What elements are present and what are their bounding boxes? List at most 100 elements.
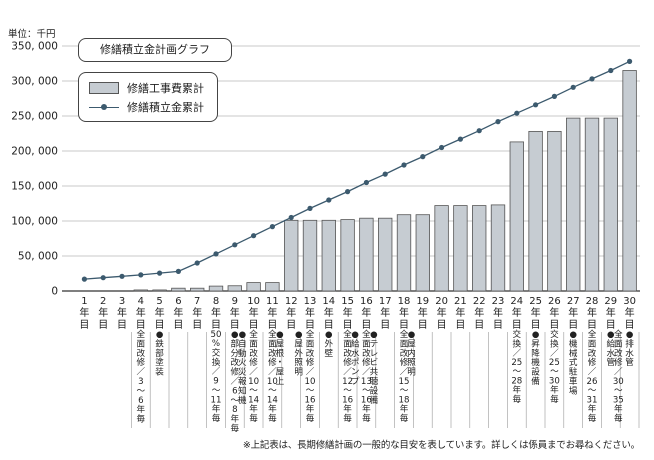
annotation-text: ● xyxy=(276,330,284,340)
x-tick-label: 目 xyxy=(249,320,259,331)
annotation-text: 報 xyxy=(238,376,247,387)
x-tick-label: 年 xyxy=(512,306,522,319)
annotation-text: 〜 xyxy=(306,386,315,396)
annotation-text: 式 xyxy=(569,356,578,368)
x-tick-label: 目 xyxy=(399,320,409,331)
annotation-text: % xyxy=(212,339,220,349)
y-tick-label: 100, 000 xyxy=(11,216,58,228)
bar xyxy=(453,205,468,292)
x-tick-label: 目 xyxy=(98,320,108,331)
x-tick-label: 10 xyxy=(247,296,260,307)
annotation-text: ● xyxy=(607,330,615,340)
x-tick-label: 目 xyxy=(437,320,447,331)
x-tick-label: 28 xyxy=(586,296,599,307)
bar xyxy=(190,287,205,292)
x-tick-label: 目 xyxy=(155,320,165,331)
x-tick-label: 目 xyxy=(587,320,597,331)
x-tick-label: 15 xyxy=(341,296,354,307)
annotation-text: 9 xyxy=(213,377,218,387)
line-point xyxy=(570,84,576,90)
annotation-text: レ xyxy=(370,349,379,359)
annotation-text: テ xyxy=(370,338,379,349)
annotation-text: 16 xyxy=(342,395,353,405)
annotation-text: ビ xyxy=(370,357,379,368)
x-tick-label: 目 xyxy=(324,320,334,331)
line-point xyxy=(119,273,125,279)
annotation-text: 明 xyxy=(407,367,416,378)
annotation-text: 壁 xyxy=(324,347,333,359)
legend-item-bar: 修繕工事費累計 xyxy=(89,80,204,96)
annotation-text: 毎 xyxy=(588,412,597,424)
annotation-text: 内 xyxy=(407,347,416,359)
annotation-text: 30 xyxy=(549,377,560,387)
annotation-text: 管 xyxy=(606,356,615,368)
x-tick-label: 21 xyxy=(454,296,467,307)
annotation-text: 面 xyxy=(614,338,623,349)
annotation-text: 面 xyxy=(249,338,258,349)
annotation-text: 排 xyxy=(625,337,634,349)
annotation-text: ／ xyxy=(136,368,145,378)
bar xyxy=(302,219,318,292)
x-tick-label: 19 xyxy=(416,296,429,307)
annotation-text: 外 xyxy=(324,337,333,349)
annotation-text: 面 xyxy=(136,338,145,349)
line-point xyxy=(232,242,238,248)
line-point xyxy=(345,189,351,195)
line-point xyxy=(439,144,445,151)
y-tick-label: 0 xyxy=(51,286,58,298)
annotation-text: 自 xyxy=(238,337,247,349)
annotation-text: 修 xyxy=(268,356,277,368)
annotation-text: 修 xyxy=(362,356,371,368)
x-tick-label: 18 xyxy=(398,296,411,307)
legend-bar-label: 修繕工事費累計 xyxy=(127,82,204,95)
annotation-text: 交 xyxy=(512,328,521,340)
x-tick-label: 年 xyxy=(361,306,371,319)
x-tick-label: 目 xyxy=(136,320,146,331)
annotation-text: ● xyxy=(231,330,239,340)
annotation-text: 全 xyxy=(343,328,352,340)
line-point xyxy=(326,197,332,203)
annotation-text: ● xyxy=(532,330,540,340)
annotation-text: ● xyxy=(351,330,359,340)
x-tick-label: 目 xyxy=(474,320,484,331)
bar xyxy=(378,217,393,292)
annotation-text: ● xyxy=(569,330,577,340)
y-tick-label: 50, 000 xyxy=(18,251,58,263)
annotation-text: 全 xyxy=(268,328,277,340)
annotation-text: 6 xyxy=(232,386,237,396)
annotation-text: 15 xyxy=(399,377,410,387)
annotation-text: 10 xyxy=(267,377,278,387)
x-tick-label: 7 xyxy=(194,296,200,307)
annotation-text: 毎 xyxy=(614,412,623,424)
annotation-text: 照 xyxy=(407,357,416,368)
x-tick-label: 目 xyxy=(512,320,522,331)
annotation-text: 屋 xyxy=(276,338,285,349)
annotation-text: 年 xyxy=(362,402,371,414)
annotation-text: 設 xyxy=(370,384,379,396)
annotation-text: 修 xyxy=(588,356,597,368)
line-point xyxy=(551,93,558,99)
annotation-text: 照 xyxy=(294,357,303,368)
line-point xyxy=(175,268,181,274)
annotation-text: 毎 xyxy=(550,393,559,405)
x-tick-label: 20 xyxy=(435,296,448,307)
annotation-text: 〜 xyxy=(614,386,623,396)
bar xyxy=(396,214,412,292)
annotation-text: 改 xyxy=(400,347,409,359)
x-tick-label: 年 xyxy=(549,306,559,319)
x-tick-label: 12 xyxy=(285,296,298,307)
legend-line-swatch xyxy=(89,101,119,113)
line-point xyxy=(251,233,257,239)
x-tick-label: 26 xyxy=(548,296,561,307)
annotation-text: 聴 xyxy=(370,376,379,387)
annotation-text: 年 xyxy=(268,402,277,414)
x-tick-label: 17 xyxy=(379,296,392,307)
x-tick-label: 年 xyxy=(493,306,503,319)
annotation-text: ● xyxy=(370,330,378,340)
annotation-text: 修 xyxy=(230,366,239,378)
annotation-text: 機 xyxy=(238,394,247,406)
annotation-text: 動 xyxy=(238,348,247,359)
annotation-text: 災 xyxy=(238,368,247,378)
chart-title: 修繕積立金計画グラフ xyxy=(78,38,232,62)
annotation-text: 修 xyxy=(614,356,623,368)
